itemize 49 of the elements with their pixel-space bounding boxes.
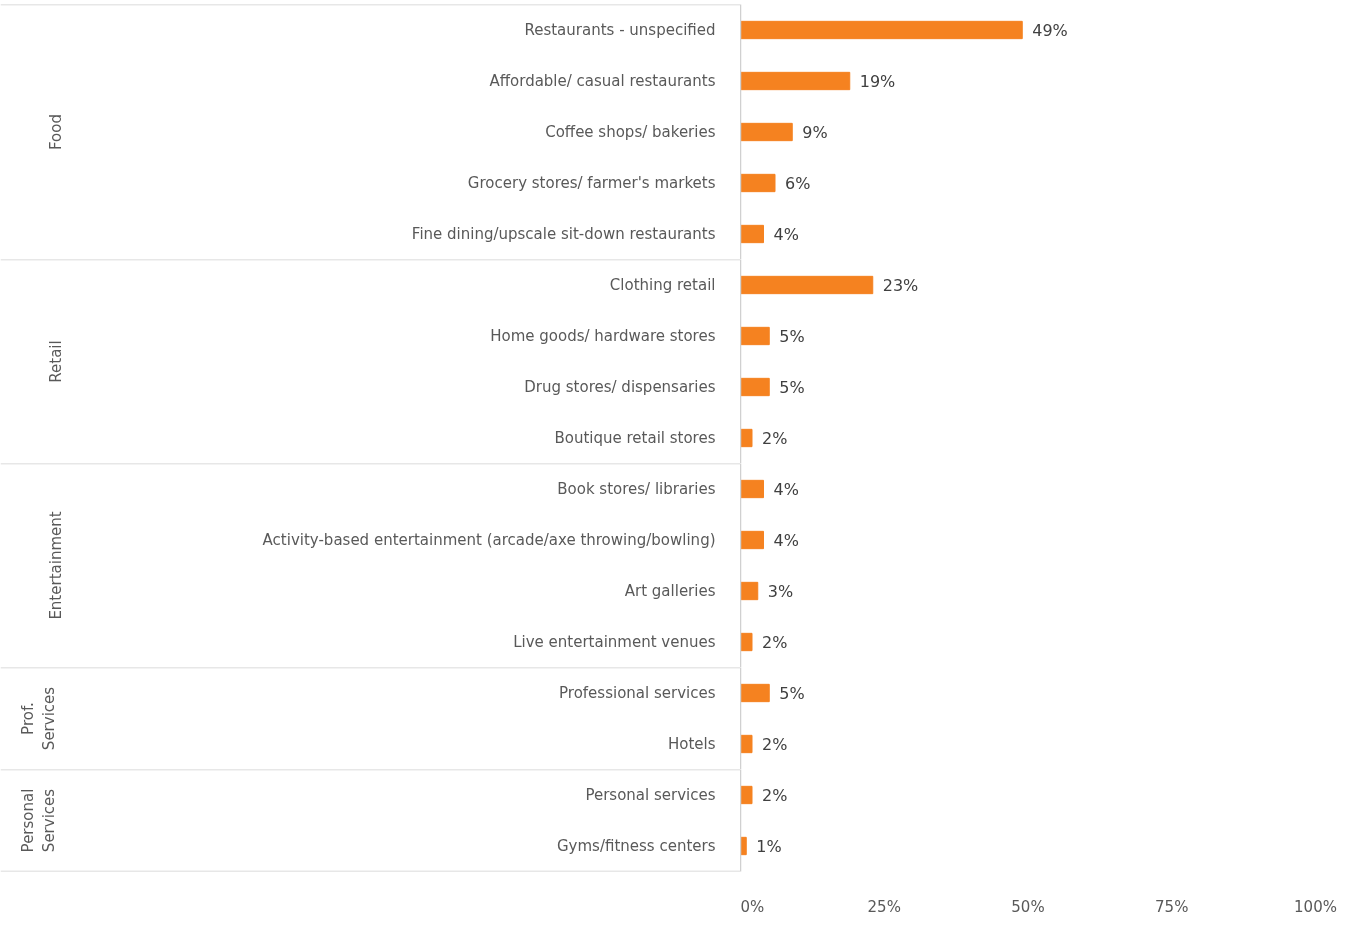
data-label: 9% xyxy=(802,122,828,142)
y-tick-label: Restaurants - unspecified xyxy=(524,21,716,39)
data-label: 5% xyxy=(779,683,805,703)
y-tick-label: Art galleries xyxy=(624,582,716,600)
y-tick-label: Coffee shops/ bakeries xyxy=(545,123,716,141)
y-tick-label: Professional services xyxy=(559,684,716,702)
data-label: 2% xyxy=(762,734,788,754)
data-label: 4% xyxy=(773,479,799,499)
data-label: 4% xyxy=(773,530,799,550)
y-tick-label: Affordable/ casual restaurants xyxy=(489,72,716,90)
x-tick-label: 25% xyxy=(867,897,901,916)
bar xyxy=(740,173,776,193)
y-axis-title: Food xyxy=(46,114,65,150)
data-label: 23% xyxy=(882,275,919,295)
y-tick-label: Personal services xyxy=(585,786,716,804)
y-axis-title: Retail xyxy=(46,340,65,383)
data-label: 1% xyxy=(756,836,782,856)
data-label: 2% xyxy=(762,785,788,805)
bar xyxy=(740,224,764,244)
y-tick-label: Boutique retail stores xyxy=(554,429,716,447)
data-label: 4% xyxy=(773,224,799,244)
data-label: 5% xyxy=(779,377,805,397)
x-tick-label: 50% xyxy=(1011,897,1045,916)
data-label: 5% xyxy=(779,326,805,346)
data-label: 49% xyxy=(1032,20,1068,40)
y-tick-label: Gyms/fitness centers xyxy=(556,837,716,855)
bar xyxy=(740,71,851,91)
y-tick-label: Clothing retail xyxy=(609,276,716,294)
y-tick-label: Live entertainment venues xyxy=(513,633,716,651)
y-tick-label: Drug stores/ dispensaries xyxy=(524,378,716,396)
data-label: 2% xyxy=(762,632,788,652)
data-label: 6% xyxy=(785,173,811,193)
y-tick-label: Fine dining/upscale sit-down restaurants xyxy=(411,225,716,243)
data-label: 3% xyxy=(767,581,794,601)
y-tick-label: Activity-based entertainment (arcade/axe throwing/bowling) xyxy=(262,531,716,549)
y-axis-title: Entertainment xyxy=(46,511,65,620)
x-tick-label: 75% xyxy=(1155,897,1189,916)
y-tick-label: Book stores/ libraries xyxy=(557,480,716,498)
y-tick-label: Hotels xyxy=(667,735,716,753)
x-tick-label: 0% xyxy=(740,897,765,916)
bar xyxy=(740,122,793,142)
y-axis-title: Personal Services xyxy=(19,788,58,853)
x-tick-label: 100% xyxy=(1294,897,1337,916)
y-tick-label: Home goods/ hardware stores xyxy=(490,327,716,345)
y-tick-label: Grocery stores/ farmer's markets xyxy=(467,174,716,192)
bar xyxy=(740,20,1023,40)
data-label: 2% xyxy=(762,428,788,448)
data-label: 19% xyxy=(859,71,896,91)
y-axis-title: Prof. Services xyxy=(19,686,58,751)
